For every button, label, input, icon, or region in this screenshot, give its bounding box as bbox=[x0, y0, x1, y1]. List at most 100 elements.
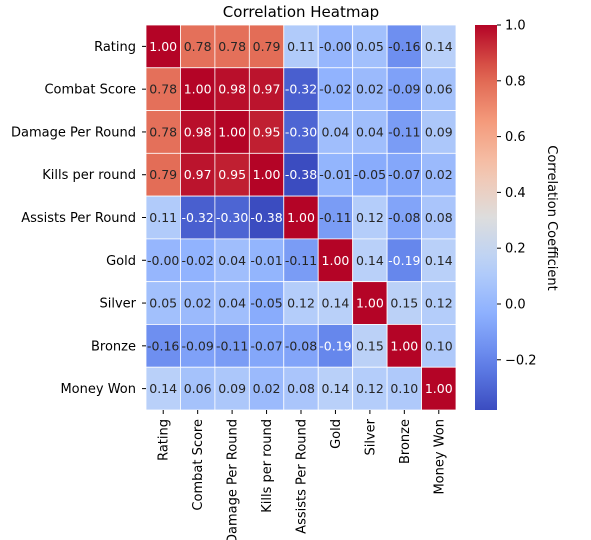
cell-value-label: -0.11 bbox=[319, 210, 351, 225]
cell-value-label: 0.09 bbox=[425, 124, 453, 139]
cell-value-label: 0.12 bbox=[287, 296, 315, 311]
cell-value-label: -0.05 bbox=[250, 296, 282, 311]
cell-value-label: -0.07 bbox=[388, 167, 420, 182]
cell-value-label: -0.16 bbox=[147, 338, 179, 353]
cell-value-label: 1.00 bbox=[253, 167, 281, 182]
cell-value-label: -0.19 bbox=[319, 338, 351, 353]
cell-value-label: 0.14 bbox=[356, 253, 384, 268]
cell-value-label: 1.00 bbox=[149, 39, 177, 54]
cell-value-label: -0.30 bbox=[216, 210, 248, 225]
cell-value-label: -0.00 bbox=[319, 39, 351, 54]
cell-value-label: -0.08 bbox=[285, 338, 317, 353]
colorbar-tick-label: 0.6 bbox=[505, 130, 526, 145]
cell-value-label: -0.02 bbox=[181, 253, 213, 268]
cell-value-label: 0.06 bbox=[425, 82, 453, 97]
column-tick-label: Combat Score bbox=[191, 419, 206, 511]
column-tick-label: Bronze bbox=[398, 419, 413, 464]
cell-value-label: 1.00 bbox=[218, 124, 246, 139]
cell-value-label: 0.02 bbox=[356, 82, 384, 97]
column-tick-labels: Rating Combat Score Damage Per Round Kills … bbox=[157, 410, 448, 540]
cell-value-label: -0.09 bbox=[181, 338, 213, 353]
cell-value-label: -0.11 bbox=[388, 124, 420, 139]
cell-value-label: 0.14 bbox=[322, 381, 350, 396]
cell-value-label: 0.02 bbox=[253, 381, 281, 396]
cell-value-label: 0.14 bbox=[322, 296, 350, 311]
cell-value-label: 0.95 bbox=[253, 124, 281, 139]
cell-value-label: 0.04 bbox=[356, 124, 384, 139]
row-tick-label: Money Won bbox=[60, 382, 136, 397]
cell-value-label: 0.15 bbox=[356, 338, 384, 353]
cell-value-label: -0.02 bbox=[319, 82, 351, 97]
colorbar-tick-label: 1.0 bbox=[505, 19, 526, 34]
cell-value-label: 1.00 bbox=[390, 338, 418, 353]
cell-value-label: 0.02 bbox=[425, 167, 453, 182]
cell-value-label: -0.05 bbox=[354, 167, 386, 182]
cell-value-label: -0.38 bbox=[285, 167, 317, 182]
row-tick-label: Rating bbox=[94, 40, 136, 55]
cell-value-label: -0.30 bbox=[285, 124, 317, 139]
cell-value-label: 0.04 bbox=[322, 124, 350, 139]
cell-value-label: -0.38 bbox=[250, 210, 282, 225]
cell-value-label: 0.02 bbox=[184, 296, 212, 311]
cell-value-label: 0.78 bbox=[149, 82, 177, 97]
cell-value-label: 0.05 bbox=[149, 296, 177, 311]
cell-value-label: 1.00 bbox=[287, 210, 315, 225]
cell-value-label: 0.98 bbox=[184, 124, 212, 139]
cell-value-label: 0.78 bbox=[149, 124, 177, 139]
cell-value-label: 0.14 bbox=[149, 381, 177, 396]
column-tick-label: Damage Per Round bbox=[226, 419, 241, 540]
column-tick-label: Gold bbox=[329, 419, 344, 449]
cell-value-label: -0.32 bbox=[181, 210, 213, 225]
column-tick-label: Rating bbox=[157, 419, 172, 461]
cell-value-label: 0.05 bbox=[356, 39, 384, 54]
colorbar-label: Correlation Coefficient bbox=[544, 145, 559, 291]
cell-value-label: 0.97 bbox=[184, 167, 212, 182]
cell-value-label: 0.04 bbox=[218, 253, 246, 268]
row-tick-label: Silver bbox=[99, 297, 136, 312]
cell-value-label: 0.08 bbox=[425, 210, 453, 225]
colorbar-tick-label: 0.0 bbox=[505, 297, 526, 312]
cell-value-label: 0.11 bbox=[149, 210, 177, 225]
cell-value-label: 0.95 bbox=[218, 167, 246, 182]
cell-value-label: 1.00 bbox=[184, 82, 212, 97]
cell-value-label: 0.79 bbox=[253, 39, 281, 54]
column-tick-label: Silver bbox=[363, 418, 378, 455]
cell-value-label: 0.78 bbox=[184, 39, 212, 54]
cell-value-label: 0.78 bbox=[218, 39, 246, 54]
row-tick-label: Gold bbox=[106, 254, 136, 269]
cell-value-label: 0.14 bbox=[425, 253, 453, 268]
colorbar-tick-label: −0.2 bbox=[505, 353, 537, 368]
row-tick-label: Combat Score bbox=[44, 83, 136, 98]
row-tick-label: Assists Per Round bbox=[21, 211, 136, 226]
colorbar-tick-label: 0.8 bbox=[505, 74, 526, 89]
cell-value-label: -0.16 bbox=[388, 39, 420, 54]
colorbar-tick-label: 0.4 bbox=[505, 186, 526, 201]
cell-value-label: 1.00 bbox=[356, 296, 384, 311]
cell-value-label: 0.04 bbox=[218, 296, 246, 311]
column-tick-label: Kills per round bbox=[260, 419, 275, 513]
cell-value-label: -0.19 bbox=[388, 253, 420, 268]
cell-value-label: 0.15 bbox=[390, 296, 418, 311]
chart-title: Correlation Heatmap bbox=[223, 3, 379, 21]
column-tick-label: Money Won bbox=[432, 419, 447, 495]
cell-value-label: -0.11 bbox=[216, 338, 248, 353]
cell-value-label: 0.10 bbox=[390, 381, 418, 396]
colorbar-tick-label: 0.2 bbox=[505, 242, 526, 257]
cell-value-label: -0.08 bbox=[388, 210, 420, 225]
cell-value-label: -0.01 bbox=[319, 167, 351, 182]
heatmap-value-labels: 1.00 0.78 0.78 0.79 0.11 -0.00 0.05 -0.16 0.14 0.… bbox=[147, 39, 453, 396]
cell-value-label: 0.11 bbox=[287, 39, 315, 54]
cell-value-label: 0.06 bbox=[184, 381, 212, 396]
cell-value-label: 0.12 bbox=[356, 210, 384, 225]
row-tick-label: Bronze bbox=[91, 339, 136, 354]
cell-value-label: -0.09 bbox=[388, 82, 420, 97]
cell-value-label: 0.14 bbox=[425, 39, 453, 54]
cell-value-label: 0.79 bbox=[149, 167, 177, 182]
cell-value-label: 0.10 bbox=[425, 338, 453, 353]
cell-value-label: 0.98 bbox=[218, 82, 246, 97]
colorbar: 1.0 0.8 0.6 0.4 0.2 0.0 −0.2 bbox=[475, 19, 537, 411]
cell-value-label: 0.08 bbox=[287, 381, 315, 396]
cell-value-label: 1.00 bbox=[425, 381, 453, 396]
row-tick-label: Damage Per Round bbox=[11, 125, 136, 140]
